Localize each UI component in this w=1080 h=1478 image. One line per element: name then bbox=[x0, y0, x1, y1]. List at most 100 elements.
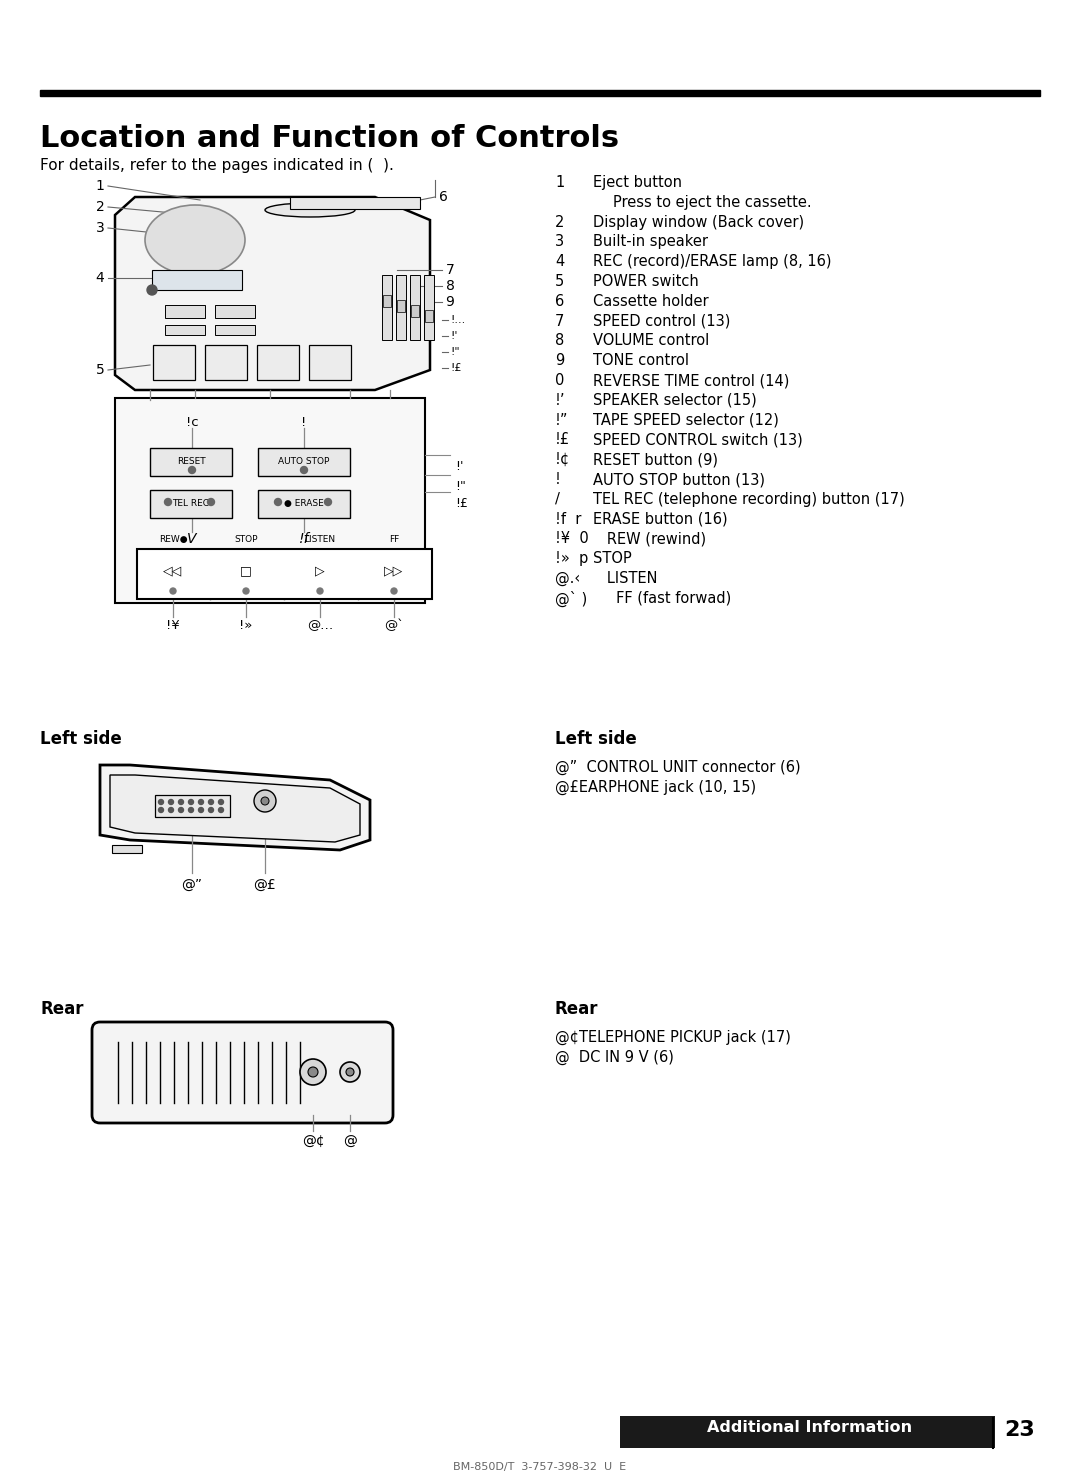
Bar bbox=[291, 197, 420, 208]
Text: @£EARPHONE jack (10, 15): @£EARPHONE jack (10, 15) bbox=[555, 780, 756, 795]
Circle shape bbox=[340, 1063, 360, 1082]
Bar bbox=[215, 325, 255, 336]
Text: 5: 5 bbox=[96, 364, 105, 377]
Text: ▷▷: ▷▷ bbox=[384, 565, 404, 576]
Circle shape bbox=[243, 588, 249, 594]
Text: !': !' bbox=[455, 460, 463, 473]
Text: 0: 0 bbox=[555, 372, 565, 389]
Text: LISTEN: LISTEN bbox=[593, 571, 658, 585]
Text: REVERSE TIME control (14): REVERSE TIME control (14) bbox=[593, 372, 789, 389]
Text: AUTO STOP button (13): AUTO STOP button (13) bbox=[593, 471, 765, 486]
Text: @£: @£ bbox=[254, 878, 276, 893]
Polygon shape bbox=[110, 774, 360, 842]
Bar bbox=[382, 275, 392, 340]
Bar bbox=[112, 845, 141, 853]
Text: TEL REC: TEL REC bbox=[173, 500, 210, 508]
Circle shape bbox=[218, 800, 224, 804]
Text: 6: 6 bbox=[555, 294, 564, 309]
Ellipse shape bbox=[265, 202, 355, 217]
Text: RESET: RESET bbox=[177, 457, 205, 466]
Circle shape bbox=[208, 807, 214, 813]
Bar bbox=[383, 296, 391, 307]
Text: TONE control: TONE control bbox=[593, 353, 689, 368]
Text: Built-in speaker: Built-in speaker bbox=[593, 235, 708, 250]
Text: !ʼ: !ʼ bbox=[555, 393, 566, 408]
Text: Press to eject the cassette.: Press to eject the cassette. bbox=[613, 195, 812, 210]
Circle shape bbox=[308, 1067, 318, 1077]
Text: FF: FF bbox=[389, 535, 400, 544]
Text: TEL REC (telephone recording) button (17): TEL REC (telephone recording) button (17… bbox=[593, 492, 905, 507]
Bar bbox=[165, 325, 205, 336]
Text: 8: 8 bbox=[555, 334, 564, 349]
Text: !”: !” bbox=[555, 412, 568, 427]
Text: 4: 4 bbox=[96, 270, 105, 285]
Text: VOLUME control: VOLUME control bbox=[593, 334, 710, 349]
Text: 9: 9 bbox=[446, 296, 455, 309]
Text: 3: 3 bbox=[96, 222, 105, 235]
Bar bbox=[137, 548, 432, 599]
Circle shape bbox=[189, 800, 193, 804]
Text: BM-850D/T  3-757-398-32  U  E: BM-850D/T 3-757-398-32 U E bbox=[454, 1462, 626, 1472]
Circle shape bbox=[189, 467, 195, 473]
Text: SPEED CONTROL switch (13): SPEED CONTROL switch (13) bbox=[593, 433, 802, 448]
Text: !¥  0: !¥ 0 bbox=[555, 532, 589, 547]
Text: SPEED control (13): SPEED control (13) bbox=[593, 313, 730, 328]
Circle shape bbox=[346, 1069, 354, 1076]
Text: !¥: !¥ bbox=[166, 619, 180, 633]
Bar bbox=[424, 275, 434, 340]
Text: !...: !... bbox=[450, 315, 465, 325]
Text: 6: 6 bbox=[438, 191, 447, 204]
Bar bbox=[995, 1416, 1047, 1448]
Circle shape bbox=[178, 800, 184, 804]
Text: For details, refer to the pages indicated in (  ).: For details, refer to the pages indicate… bbox=[40, 158, 394, 173]
Text: REW●: REW● bbox=[159, 535, 187, 544]
Text: !": !" bbox=[455, 480, 465, 494]
Text: !»: !» bbox=[240, 619, 253, 633]
Circle shape bbox=[208, 800, 214, 804]
Text: !': !' bbox=[450, 331, 458, 341]
Bar bbox=[153, 344, 195, 380]
Text: 3: 3 bbox=[555, 235, 564, 250]
Text: Left side: Left side bbox=[555, 730, 637, 748]
Text: ● ERASE: ● ERASE bbox=[284, 500, 324, 508]
Text: !£: !£ bbox=[555, 433, 570, 448]
Circle shape bbox=[254, 791, 276, 811]
Polygon shape bbox=[100, 766, 370, 850]
Bar bbox=[40, 90, 1040, 96]
Text: 7: 7 bbox=[555, 313, 565, 328]
Bar bbox=[205, 344, 247, 380]
Text: Rear: Rear bbox=[40, 1001, 83, 1018]
Bar bbox=[309, 344, 351, 380]
Bar bbox=[156, 795, 230, 817]
Bar bbox=[397, 300, 405, 312]
Circle shape bbox=[274, 498, 282, 505]
FancyBboxPatch shape bbox=[92, 1021, 393, 1123]
Text: V: V bbox=[187, 532, 197, 545]
Text: 2: 2 bbox=[96, 200, 105, 214]
Text: @…: @… bbox=[307, 619, 333, 633]
Text: 2: 2 bbox=[555, 214, 565, 229]
Text: @¢TELEPHONE PICKUP jack (17): @¢TELEPHONE PICKUP jack (17) bbox=[555, 1030, 791, 1045]
Text: !: ! bbox=[555, 471, 561, 486]
Text: Rear: Rear bbox=[555, 1001, 598, 1018]
Circle shape bbox=[218, 807, 224, 813]
Text: 5: 5 bbox=[555, 273, 564, 290]
Text: !f  r: !f r bbox=[555, 511, 581, 526]
Circle shape bbox=[261, 797, 269, 806]
Bar bbox=[410, 275, 420, 340]
Text: @”: @” bbox=[181, 878, 203, 893]
Text: ∕: ∕ bbox=[555, 492, 559, 507]
Text: !: ! bbox=[301, 415, 307, 429]
Circle shape bbox=[170, 588, 176, 594]
Circle shape bbox=[300, 467, 308, 473]
Circle shape bbox=[164, 498, 172, 505]
Text: !¢: !¢ bbox=[555, 452, 570, 467]
Text: SPEAKER selector (15): SPEAKER selector (15) bbox=[593, 393, 757, 408]
Circle shape bbox=[207, 498, 215, 505]
Text: !£: !£ bbox=[450, 364, 461, 372]
Bar bbox=[150, 448, 232, 476]
Text: @.‹: @.‹ bbox=[555, 571, 580, 585]
Circle shape bbox=[300, 1060, 326, 1085]
Text: TAPE SPEED selector (12): TAPE SPEED selector (12) bbox=[593, 412, 779, 427]
Text: @  DC IN 9 V (6): @ DC IN 9 V (6) bbox=[555, 1049, 674, 1066]
